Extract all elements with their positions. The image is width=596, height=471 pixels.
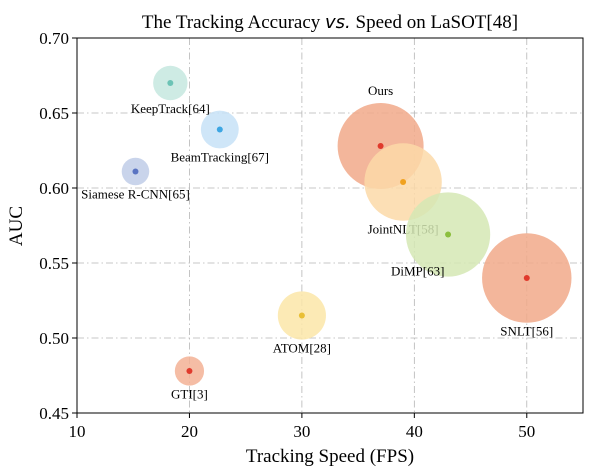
bubble-7: ATOM[28] xyxy=(273,291,331,356)
bubble-dot xyxy=(445,231,452,238)
bubble-6: SNLT[56] xyxy=(482,233,572,339)
x-tick-label: 50 xyxy=(518,422,535,441)
y-tick-label: 0.55 xyxy=(39,254,69,273)
bubble-8: GTI[3] xyxy=(171,356,208,402)
chart-title-prefix: The Tracking Accuracy xyxy=(142,12,325,33)
chart-title: The Tracking Accuracy vs. Speed on LaSOT… xyxy=(142,12,518,33)
bubble-label: Ours xyxy=(368,83,393,98)
bubble-label: GTI[3] xyxy=(171,387,208,402)
y-tick-label: 0.50 xyxy=(39,329,69,348)
bubble-label: Siamese R-CNN[65] xyxy=(81,186,190,201)
bubble-dot xyxy=(186,368,193,374)
bubble-label: DiMP[63] xyxy=(391,263,444,278)
x-tick-label: 30 xyxy=(293,422,310,441)
bubble-2: Siamese R-CNN[65] xyxy=(81,157,190,201)
bubble-dot xyxy=(400,179,407,185)
grid xyxy=(77,38,583,413)
bubble-0: KeepTrack[64] xyxy=(131,65,210,116)
x-tick-label: 40 xyxy=(406,422,423,441)
bubble-dot xyxy=(523,275,530,281)
bubble-dot xyxy=(298,312,305,319)
chart-title-suffix: Speed on LaSOT[48] xyxy=(351,12,518,33)
bubble-layer: KeepTrack[64] BeamTracking[67] Siamese R-C… xyxy=(81,65,572,402)
bubble-label: ATOM[28] xyxy=(273,341,331,356)
bubble-1: BeamTracking[67] xyxy=(171,110,269,164)
bubble-dot xyxy=(167,80,174,86)
chart-title-vs: vs. xyxy=(325,12,351,33)
y-tick-label: 0.65 xyxy=(39,104,69,123)
bubble-dot xyxy=(377,143,384,149)
y-tick-label: 0.70 xyxy=(39,29,69,48)
y-tick-label: 0.45 xyxy=(39,404,69,423)
x-tick-label: 10 xyxy=(69,422,86,441)
x-tick-label: 20 xyxy=(181,422,198,441)
y-axis-label: AUC xyxy=(6,206,27,246)
bubble-label: KeepTrack[64] xyxy=(131,101,210,116)
tick-layer: 10 20 30 40 50 0.45 0.50 0.55 0.60 0.65 0.70 xyxy=(39,29,535,441)
x-axis-label: Tracking Speed (FPS) xyxy=(246,446,414,467)
bubble-label: SNLT[56] xyxy=(500,324,553,339)
bubble-label: BeamTracking[67] xyxy=(171,149,269,164)
y-tick-label: 0.60 xyxy=(39,179,69,198)
bubble-5: DiMP[63] xyxy=(391,192,491,278)
bubble-dot xyxy=(132,168,139,175)
bubble-dot xyxy=(216,126,223,133)
plot-frame xyxy=(76,37,584,414)
